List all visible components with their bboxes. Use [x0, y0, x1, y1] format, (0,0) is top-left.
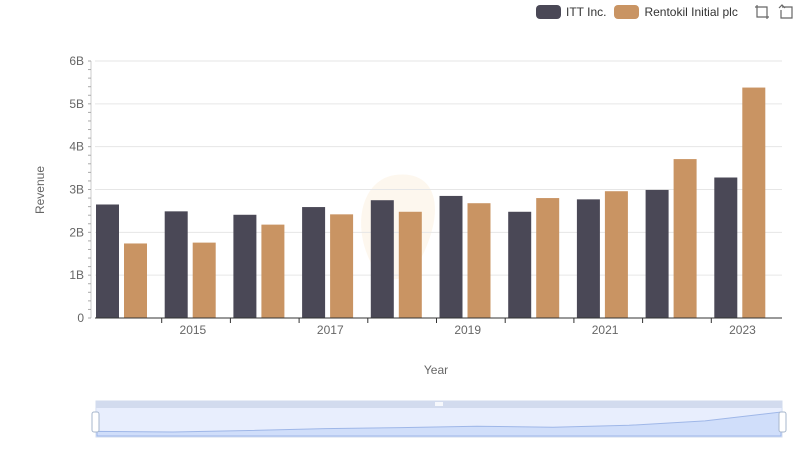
- x-tick-label: 2017: [317, 323, 344, 337]
- bar-itt-2017: [302, 207, 326, 318]
- data-zoom-grip[interactable]: [435, 402, 443, 406]
- bar-itt-2021: [576, 199, 600, 318]
- legend-item-rentokil[interactable]: Rentokil Initial plc: [614, 5, 738, 19]
- legend-swatch-rentokil: [614, 5, 640, 19]
- bar-itt-2018: [370, 200, 394, 318]
- restore-icon[interactable]: [778, 4, 794, 20]
- x-tick-label: 2015: [180, 323, 207, 337]
- bar-itt-2014: [96, 204, 119, 318]
- legend-label-rentokil: Rentokil Initial plc: [644, 5, 738, 19]
- bar-itt-2015: [164, 211, 188, 318]
- zoom-icon[interactable]: [754, 4, 770, 20]
- bar-rentokil-2018: [398, 211, 422, 318]
- x-axis: 2015 2017 2019 2021 2023: [95, 317, 782, 337]
- y-tick-label: 1B: [69, 268, 84, 282]
- legend-item-itt[interactable]: ITT Inc.: [536, 5, 606, 19]
- y-axis: 0 1B 2B 3B 4B 5B 6B: [69, 54, 92, 325]
- bar-rentokil-2021: [604, 191, 628, 318]
- data-zoom-handle-left[interactable]: [91, 411, 100, 433]
- bar-itt-2022: [645, 189, 669, 318]
- x-tick-label: 2023: [729, 323, 756, 337]
- x-tick-label: 2019: [454, 323, 481, 337]
- y-tick-label: 5B: [69, 97, 84, 111]
- x-tick-label: 2021: [592, 323, 619, 337]
- bar-itt-2019: [439, 195, 463, 318]
- bar-rentokil-2016: [261, 224, 285, 318]
- bar-rentokil-2022: [673, 159, 697, 318]
- bar-rentokil-2020: [536, 198, 560, 318]
- y-tick-label: 2B: [69, 225, 84, 239]
- bar-rentokil-2023: [742, 87, 766, 318]
- legend-swatch-itt: [536, 5, 561, 19]
- y-tick-label: 4B: [69, 140, 84, 154]
- bar-rentokil-2019: [467, 203, 491, 318]
- bars: [96, 87, 766, 318]
- legend-label-itt: ITT Inc.: [566, 5, 607, 19]
- legend: ITT Inc. Rentokil Initial plc: [536, 4, 794, 20]
- bar-rentokil-2017: [330, 214, 354, 318]
- x-axis-label: Year: [424, 363, 448, 377]
- y-tick-label: 0: [77, 311, 84, 325]
- data-zoom-handle-right[interactable]: [778, 411, 787, 433]
- bar-itt-2020: [508, 211, 532, 318]
- bar-itt-2016: [233, 214, 257, 318]
- bar-rentokil-2014: [124, 243, 147, 318]
- y-axis-label: Revenue: [33, 166, 47, 214]
- data-zoom-selection: [96, 408, 782, 437]
- y-tick-label: 6B: [69, 54, 84, 68]
- bar-itt-2023: [714, 177, 738, 318]
- bar-rentokil-2015: [192, 242, 216, 318]
- y-tick-label: 3B: [69, 183, 84, 197]
- data-zoom-slider[interactable]: [91, 400, 787, 438]
